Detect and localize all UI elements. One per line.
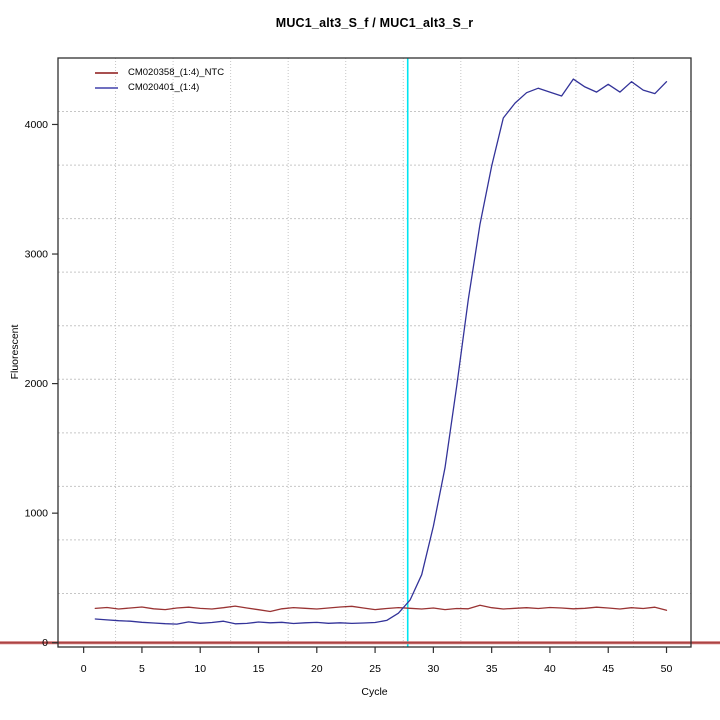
- x-tick-label: 40: [544, 663, 556, 675]
- y-tick-label: 2000: [25, 378, 49, 390]
- x-tick-label: 50: [661, 663, 673, 675]
- chart-title: MUC1_alt3_S_f / MUC1_alt3_S_r: [275, 16, 474, 30]
- legend-label-sample: CM020401_(1:4): [128, 82, 200, 93]
- legend-line-red-icon: [95, 71, 118, 74]
- y-tick-label: 3000: [25, 249, 49, 261]
- x-tick-label: 10: [194, 663, 206, 675]
- plot-box-border: [57, 57, 692, 648]
- legend-item-sample: CM020401_(1:4): [95, 80, 224, 95]
- x-tick-label: 20: [311, 663, 323, 675]
- x-tick-label: 5: [139, 663, 145, 675]
- legend-item-ntc: CM020358_(1:4)_NTC: [95, 65, 224, 80]
- legend-label-ntc: CM020358_(1:4)_NTC: [128, 67, 225, 78]
- legend: CM020358_(1:4)_NTC CM020401_(1:4): [95, 65, 224, 95]
- y-tick-label: 1000: [25, 508, 49, 520]
- series-line-1: [94, 78, 668, 625]
- x-tick-label: 15: [253, 663, 265, 675]
- x-tick-label: 0: [81, 663, 87, 675]
- y-tick-label: 0: [42, 637, 48, 649]
- y-tick-label: 4000: [25, 119, 49, 131]
- x-tick-label: 45: [602, 663, 614, 675]
- legend-line-blue-icon: [95, 86, 118, 89]
- x-axis-label: Cycle: [361, 686, 388, 698]
- series-line-0: [94, 604, 668, 613]
- x-tick-label: 25: [369, 663, 381, 675]
- x-tick-label: 30: [428, 663, 440, 675]
- x-tick-label: 35: [486, 663, 498, 675]
